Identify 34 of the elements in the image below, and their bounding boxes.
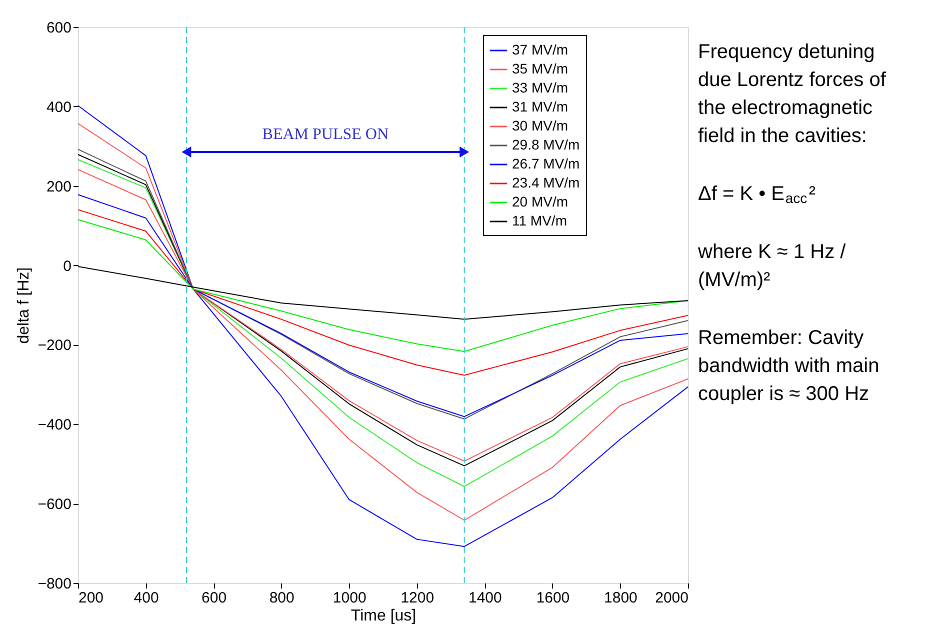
- x-tick-label: 1800: [604, 590, 638, 606]
- legend-label: 37 MV/m: [512, 42, 568, 58]
- x-tick-label: 800: [269, 590, 294, 606]
- y-tick-label: 200: [46, 178, 72, 196]
- legend-label: 20 MV/m: [512, 194, 568, 210]
- legend-label: 11 MV/m: [512, 212, 567, 228]
- x-tick-label: 2000: [655, 590, 688, 606]
- legend-label: 31 MV/m: [512, 98, 568, 114]
- x-axis-title: Time [us]: [350, 608, 416, 624]
- y-tick-label: 600: [46, 20, 72, 36]
- y-tick-label: −200: [38, 337, 72, 354]
- legend-label: 30 MV/m: [512, 118, 568, 134]
- x-tick-label: 1600: [536, 590, 570, 606]
- x-tick-label: 1400: [468, 590, 502, 606]
- legend-label: 23.4 MV/m: [512, 174, 580, 190]
- x-tick-label: 600: [202, 590, 227, 606]
- y-tick-label: −600: [38, 496, 72, 514]
- annotation: BEAM PULSE ON: [262, 126, 389, 143]
- text: Frequency detuning due Lorentz forces of the electromagnetic field in the cavities:: [698, 41, 886, 147]
- legend-label: 33 MV/m: [512, 80, 568, 96]
- legend-label: 26.7 MV/m: [512, 156, 580, 172]
- text: Remember: Cavity bandwidth with main coupler is ≈ 300 Hz: [698, 327, 880, 405]
- y-axis-title: delta f [Hz]: [16, 267, 33, 344]
- legend-label: 29.8 MV/m: [512, 136, 580, 152]
- y-tick-label: −800: [38, 576, 72, 592]
- legend-label: 35 MV/m: [512, 60, 568, 76]
- y-tick-label: 400: [46, 98, 72, 116]
- y-tick-label: 0: [63, 258, 72, 275]
- x-tick-label: 1000: [332, 590, 366, 606]
- x-tick-label: 1200: [400, 590, 434, 606]
- x-tick-label: 400: [134, 590, 159, 606]
- y-tick-label: −400: [38, 416, 72, 434]
- text: where K ≈ 1 Hz / (MV/m)²: [697, 241, 846, 291]
- x-tick-label: 200: [78, 590, 104, 606]
